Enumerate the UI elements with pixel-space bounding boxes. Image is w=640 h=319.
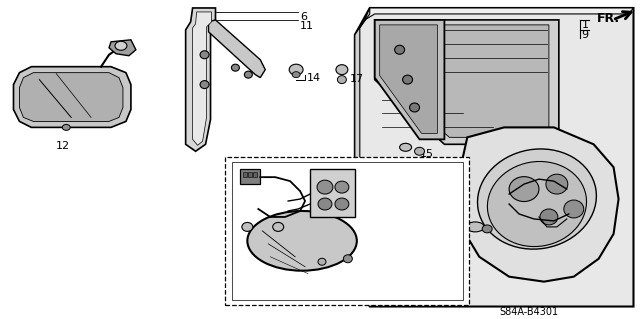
Bar (253, 172, 257, 177)
Ellipse shape (336, 65, 348, 75)
Ellipse shape (410, 103, 420, 112)
Ellipse shape (232, 64, 239, 71)
Bar (225, 157, 469, 305)
Text: 9: 9 (582, 30, 589, 40)
Text: 3: 3 (318, 264, 325, 274)
Ellipse shape (247, 211, 357, 271)
Polygon shape (109, 40, 136, 56)
Text: 16: 16 (244, 171, 259, 181)
Ellipse shape (415, 147, 424, 155)
Text: 8: 8 (282, 225, 289, 235)
Polygon shape (186, 8, 216, 151)
Text: 5: 5 (495, 225, 502, 235)
Ellipse shape (289, 64, 303, 75)
Polygon shape (458, 127, 619, 282)
Ellipse shape (273, 222, 284, 231)
Text: 1: 1 (582, 20, 589, 30)
Polygon shape (380, 25, 549, 137)
Ellipse shape (467, 222, 484, 232)
Ellipse shape (335, 198, 349, 210)
Polygon shape (209, 20, 265, 78)
Ellipse shape (242, 222, 253, 231)
Text: 2: 2 (232, 266, 239, 276)
Ellipse shape (403, 75, 413, 84)
Ellipse shape (344, 255, 353, 263)
Bar (243, 172, 247, 177)
Polygon shape (380, 25, 437, 133)
Ellipse shape (564, 200, 584, 218)
Ellipse shape (488, 161, 586, 247)
Polygon shape (19, 73, 123, 122)
Text: 13: 13 (350, 261, 364, 271)
Bar (232, 162, 463, 300)
Ellipse shape (115, 41, 127, 50)
Ellipse shape (399, 143, 412, 151)
Text: 12: 12 (56, 141, 70, 151)
Bar (310, 169, 355, 217)
Polygon shape (375, 20, 444, 139)
Polygon shape (355, 8, 634, 307)
Ellipse shape (335, 181, 349, 193)
Polygon shape (375, 20, 559, 144)
Ellipse shape (395, 45, 404, 54)
Ellipse shape (477, 149, 596, 249)
Ellipse shape (509, 177, 539, 202)
Ellipse shape (318, 198, 332, 210)
Bar (248, 172, 252, 177)
Text: S84A-B4301: S84A-B4301 (499, 307, 558, 316)
Ellipse shape (244, 71, 252, 78)
Ellipse shape (200, 51, 209, 59)
Polygon shape (13, 67, 131, 127)
Ellipse shape (540, 209, 558, 225)
Text: 14: 14 (307, 73, 321, 83)
Ellipse shape (200, 81, 209, 89)
Text: 4: 4 (318, 274, 325, 284)
Polygon shape (193, 12, 212, 145)
Text: 7: 7 (238, 226, 246, 236)
Ellipse shape (546, 174, 568, 194)
Ellipse shape (482, 225, 492, 233)
Text: 6: 6 (300, 12, 307, 22)
Ellipse shape (318, 258, 326, 265)
Ellipse shape (317, 180, 333, 194)
Ellipse shape (337, 76, 346, 84)
Polygon shape (355, 8, 370, 279)
Polygon shape (365, 8, 634, 20)
Bar (241, 169, 260, 184)
Text: 15: 15 (420, 149, 433, 159)
Ellipse shape (292, 72, 300, 78)
Ellipse shape (62, 124, 70, 130)
Text: FR.: FR. (596, 12, 620, 25)
Text: 10: 10 (232, 276, 246, 286)
Text: 11: 11 (300, 21, 314, 31)
Text: 17: 17 (350, 74, 364, 84)
